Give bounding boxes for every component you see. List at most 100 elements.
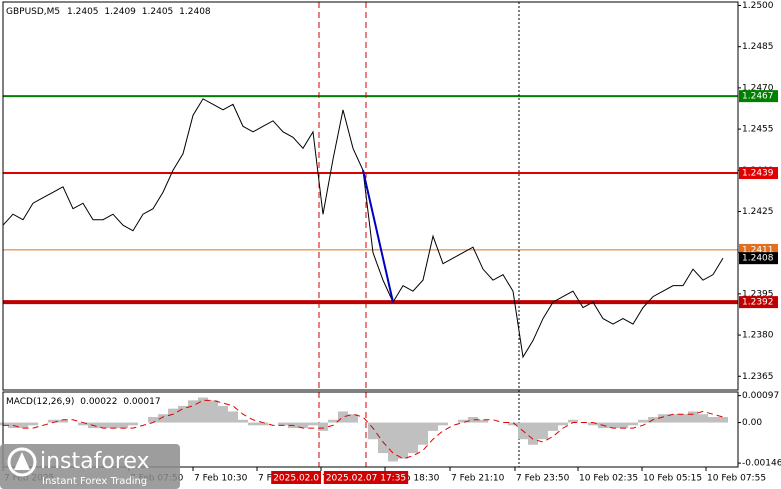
x-tick-label: 7 Feb 18:30 bbox=[386, 474, 440, 484]
x-tick-label: 10 Feb 02:35 bbox=[579, 474, 638, 484]
macd-bar bbox=[118, 422, 128, 429]
x-tick-label: 7 Feb 23:50 bbox=[516, 474, 570, 484]
x-tick-label: 7 Feb 10:30 bbox=[194, 474, 248, 484]
macd-bar bbox=[198, 397, 208, 423]
macd-bar bbox=[608, 422, 618, 429]
y-tick-label: 1.2395 bbox=[742, 289, 774, 299]
macd-bar bbox=[638, 419, 648, 423]
macd-bar bbox=[258, 422, 268, 426]
macd-bar bbox=[418, 422, 428, 445]
macd-bar bbox=[338, 411, 348, 423]
y-tick-label: 1.2425 bbox=[742, 207, 774, 217]
watermark-brand: instaforex bbox=[40, 449, 150, 474]
macd-bar bbox=[18, 422, 28, 429]
macd-bar bbox=[388, 422, 398, 462]
y-tick-label: 1.2500 bbox=[742, 1, 774, 11]
level-label-box bbox=[739, 296, 778, 309]
macd-bar bbox=[308, 422, 318, 426]
macd-bar bbox=[318, 422, 328, 431]
macd-bar bbox=[128, 422, 138, 426]
macd-bar bbox=[428, 422, 438, 431]
macd-bar bbox=[8, 422, 18, 429]
trend-line bbox=[362, 170, 394, 303]
macd-bar bbox=[278, 422, 288, 426]
macd-bar bbox=[58, 419, 68, 423]
macd-header: MACD(12,26,9) 0.00022 0.00017 bbox=[6, 397, 161, 407]
watermark-logo-mark bbox=[14, 452, 30, 470]
watermark: instaforex Instant Forex Trading bbox=[0, 444, 180, 489]
symbol: GBPUSD,M5 bbox=[6, 7, 60, 17]
macd-bar bbox=[468, 417, 478, 423]
overlay-layer: 1.2467 1.2439 1.2411 1.2392 1.2408 2025.02.0 2… bbox=[271, 90, 778, 484]
watermark-logo bbox=[7, 447, 37, 477]
macd-bar bbox=[478, 419, 488, 423]
open: 1.2405 bbox=[67, 7, 99, 17]
macd-bar bbox=[248, 422, 258, 426]
vertical-line-label: 2025.02.0 bbox=[273, 474, 319, 484]
macd-title: MACD(12,26,9) bbox=[6, 397, 74, 407]
macd-bar bbox=[548, 422, 558, 431]
signal-value: 0.00017 bbox=[123, 397, 160, 407]
macd-bar bbox=[558, 422, 568, 426]
macd-bar bbox=[188, 400, 198, 423]
y-tick-label: 1.2380 bbox=[742, 331, 774, 341]
macd-bar bbox=[678, 414, 688, 423]
level-label: 1.2411 bbox=[742, 245, 774, 255]
level-label: 1.2392 bbox=[742, 298, 774, 308]
watermark-box bbox=[0, 444, 180, 489]
level-label: 1.2467 bbox=[742, 92, 774, 102]
macd-bar bbox=[328, 419, 338, 423]
low: 1.2405 bbox=[142, 7, 174, 17]
x-tick-label: 10 Feb 05:15 bbox=[643, 474, 702, 484]
macd-bar bbox=[348, 414, 358, 423]
current-price-box bbox=[739, 252, 778, 265]
macd-bar bbox=[168, 408, 178, 423]
signal-line bbox=[3, 399, 724, 460]
macd-bar bbox=[78, 422, 88, 426]
macd-bar bbox=[108, 422, 118, 429]
level-label-box bbox=[739, 90, 778, 103]
macd-bar bbox=[298, 422, 308, 429]
main-frame bbox=[2, 1, 739, 391]
macd-bar bbox=[438, 422, 448, 426]
y-tick-label: 1.2365 bbox=[742, 372, 774, 382]
macd-bar bbox=[218, 405, 228, 423]
macd-bar bbox=[148, 417, 158, 423]
x-tick-label: 10 Feb 07:55 bbox=[707, 474, 766, 484]
macd-bar bbox=[588, 422, 598, 426]
macd-bar bbox=[238, 419, 248, 423]
y-tick-label: 1.2485 bbox=[742, 42, 774, 52]
macd-bar bbox=[158, 414, 168, 423]
macd-bar bbox=[618, 422, 628, 429]
macd-bar bbox=[698, 414, 708, 423]
macd-bar bbox=[708, 417, 718, 423]
macd-bar bbox=[658, 414, 668, 423]
vertical-line-label-box bbox=[323, 471, 409, 484]
macd-frame bbox=[2, 391, 739, 468]
macd-bar bbox=[368, 422, 378, 440]
high: 1.2409 bbox=[104, 7, 136, 17]
macd-bar bbox=[208, 400, 218, 423]
macd-bar bbox=[378, 422, 388, 454]
level-label: 1.2439 bbox=[742, 169, 774, 179]
y-tick-label: 1.2455 bbox=[742, 125, 774, 135]
y-tick-label: 0.00097 bbox=[742, 391, 779, 401]
main-header: GBPUSD,M5 1.2405 1.2409 1.2405 1.2408 bbox=[6, 7, 211, 17]
vertical-line-label-box bbox=[271, 471, 321, 484]
macd-bar bbox=[718, 417, 728, 423]
current-price-label: 1.2408 bbox=[742, 254, 774, 264]
macd-bar bbox=[228, 411, 238, 423]
macd-bar bbox=[98, 422, 108, 429]
level-label-box bbox=[739, 167, 778, 180]
macd-bar bbox=[668, 414, 678, 423]
close: 1.2408 bbox=[179, 7, 211, 17]
x-tick-label: 7 Feb 21:10 bbox=[451, 474, 505, 484]
macd-bar bbox=[568, 419, 578, 423]
macd-value: 0.00022 bbox=[80, 397, 117, 407]
y-tick-label: 1.2470 bbox=[742, 83, 774, 93]
macd-bar bbox=[508, 422, 518, 426]
macd-bar bbox=[628, 422, 638, 426]
macd-bar bbox=[178, 405, 188, 423]
